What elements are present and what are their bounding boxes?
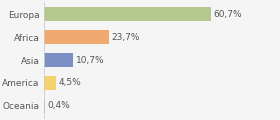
Text: 4,5%: 4,5% bbox=[59, 78, 81, 87]
Bar bbox=[44, 76, 56, 90]
Text: 60,7%: 60,7% bbox=[214, 10, 242, 19]
Bar bbox=[44, 99, 45, 113]
Text: 10,7%: 10,7% bbox=[76, 56, 104, 65]
Text: 0,4%: 0,4% bbox=[48, 101, 70, 110]
Bar bbox=[44, 7, 211, 21]
Bar bbox=[44, 53, 73, 67]
Bar bbox=[44, 30, 109, 44]
Text: 23,7%: 23,7% bbox=[112, 33, 140, 42]
